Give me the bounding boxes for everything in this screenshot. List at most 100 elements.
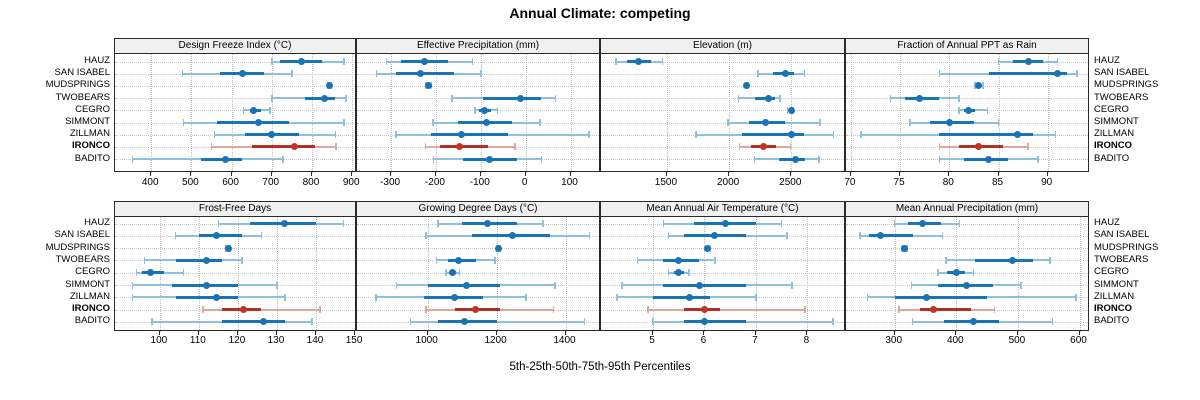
whisker-cap <box>753 155 756 163</box>
whisker-cap <box>818 155 820 163</box>
strip-title: Mean Annual Air Temperature (°C) <box>646 202 799 214</box>
plot-area <box>846 217 1088 332</box>
whisker-cap <box>993 306 996 314</box>
median-dot <box>484 220 492 227</box>
axis-tick <box>190 171 192 176</box>
whisker-inner <box>894 295 988 299</box>
whisker-cap <box>432 119 434 126</box>
row-gridline <box>115 61 355 63</box>
row-gridline <box>115 85 355 87</box>
row-gridline <box>115 110 355 112</box>
whisker-cap <box>395 131 397 139</box>
site-label-right: MUDSPRINGS <box>1094 79 1159 91</box>
median-dot <box>1013 131 1021 139</box>
panel-strip: Growing Degree Days (°C) <box>357 201 599 217</box>
whisker-cap <box>636 256 639 264</box>
whisker-cap <box>131 155 134 163</box>
whisker-cap <box>621 281 623 289</box>
axis-tick-label: 6 <box>700 335 707 346</box>
whisker-cap <box>1020 281 1022 289</box>
axis-tick-label: -200 <box>424 177 445 188</box>
gridline-vertical <box>159 217 161 332</box>
whisker-cap <box>276 281 278 289</box>
gridline-vertical <box>316 217 318 332</box>
axis-tick <box>434 171 436 176</box>
axis-tick-label: 130 <box>267 335 285 346</box>
gridline-vertical <box>427 217 429 332</box>
median-dot <box>952 269 960 277</box>
axis-tick-label: 500 <box>182 177 199 188</box>
median-dot <box>1024 58 1032 65</box>
site-label-left: TWOBEARS <box>55 91 110 103</box>
whisker-cap <box>667 232 670 240</box>
median-dot <box>877 232 884 240</box>
whisker-cap <box>958 106 960 114</box>
axis-tick-label: 75 <box>893 177 905 188</box>
site-label-left: SIMMONT <box>65 278 110 290</box>
whisker-inner <box>974 258 1034 262</box>
median-dot <box>222 155 230 163</box>
plot-area <box>357 217 599 332</box>
axis-tick-label: 100 <box>561 177 578 188</box>
median-dot <box>239 70 247 78</box>
median-dot <box>704 244 712 252</box>
median-dot <box>695 281 703 289</box>
whisker-cap <box>539 119 541 126</box>
whisker-cap <box>1027 143 1029 151</box>
whisker-cap <box>997 58 1000 65</box>
panel-strip: Elevation (m) <box>601 39 844 54</box>
median-dot <box>685 293 693 301</box>
median-dot <box>212 232 220 240</box>
whisker-cap <box>540 155 543 163</box>
gridline-vertical <box>807 217 809 332</box>
axis-tick <box>564 331 566 335</box>
axis-tick-label: 140 <box>306 335 324 346</box>
median-dot <box>1054 70 1062 78</box>
axis-tick-label: 600 <box>1070 335 1087 346</box>
site-label-right: TWOBEARS <box>1094 253 1149 265</box>
whisker-cap <box>174 232 177 240</box>
site-label-left: SAN ISABEL <box>54 67 110 79</box>
whisker-cap <box>1056 58 1059 65</box>
whisker-cap <box>982 82 984 90</box>
whisker-cap <box>242 106 245 114</box>
whisker-cap <box>860 131 862 139</box>
axis-tick-label: 8 <box>803 335 810 346</box>
row-gridline <box>601 122 844 124</box>
median-dot <box>495 244 503 252</box>
axis-tick-label: 85 <box>991 177 1004 188</box>
whisker-cap <box>958 94 960 102</box>
axis-tick-label: 400 <box>141 177 159 188</box>
strip-title: Effective Precipitation (mm) <box>416 40 540 51</box>
panel-strip: Mean Annual Air Temperature (°C) <box>601 201 844 217</box>
row-gridline <box>601 98 844 100</box>
axis-tick-label: 80 <box>942 177 954 188</box>
panel-fraction-of-annual-ppt-as-rain: Fraction of Annual PPT as Rain <box>845 38 1089 173</box>
median-dot <box>481 106 489 114</box>
whisker-cap <box>542 220 544 227</box>
gridline-vertical <box>496 217 498 332</box>
site-label-left: HAUZ <box>84 55 110 66</box>
site-label-right: SAN ISABEL <box>1094 67 1150 79</box>
axis-tick-label: 100 <box>150 335 168 346</box>
strip-title: Mean Annual Precipitation (mm) <box>895 202 1039 214</box>
median-dot <box>420 58 428 65</box>
whisker-cap <box>445 269 447 277</box>
gridline-vertical <box>900 54 902 173</box>
whisker-inner <box>868 234 914 238</box>
row-gridline <box>846 85 1088 87</box>
axis-tick-label: 1200 <box>484 335 507 346</box>
whisker-cap <box>554 94 556 102</box>
whisker-cap <box>714 256 716 264</box>
axis-tick <box>150 171 152 176</box>
gridline-vertical <box>1079 217 1081 332</box>
median-dot <box>675 256 683 264</box>
median-dot <box>460 318 468 326</box>
median-dot <box>268 131 276 139</box>
site-label-right: HAUZ <box>1094 55 1120 66</box>
whisker-cap <box>859 232 861 240</box>
whisker-cap <box>647 306 649 314</box>
median-dot <box>472 306 480 314</box>
axis-tick <box>1046 171 1048 176</box>
